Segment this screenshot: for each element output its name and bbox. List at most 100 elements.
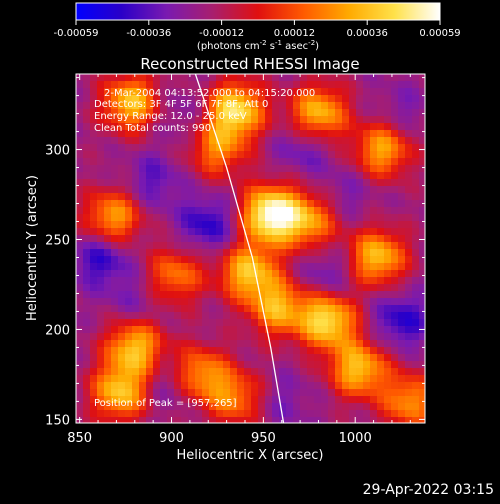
heatmap-cell [230,242,238,250]
heatmap-cell [293,284,301,292]
heatmap-cell [146,284,154,292]
heatmap-cell [258,249,266,257]
heatmap-cell [83,130,91,138]
colorbar: -0.00059 -0.00036 -0.00012 0.00012 0.00036 0.… [54,2,461,52]
heatmap-cell [384,340,392,348]
heatmap-cell [237,228,245,236]
heatmap-cell [286,375,294,383]
heatmap-cell [174,417,182,423]
heatmap-cell [419,368,425,376]
heatmap-cell [174,361,182,369]
heatmap-cell [307,333,315,341]
heatmap-cell [223,277,231,285]
heatmap-cell [118,312,126,320]
heatmap-cell [237,74,245,82]
heatmap-cell [202,326,210,334]
heatmap-cell [181,235,189,243]
heatmap-cell [314,116,322,124]
heatmap-cell [97,179,105,187]
heatmap-cell [195,109,203,117]
heatmap-cell [97,130,105,138]
heatmap-cell [181,340,189,348]
heatmap-cell [76,249,84,257]
heatmap-cell [118,88,126,96]
heatmap-cell [90,74,98,82]
heatmap-cell [398,354,406,362]
heatmap-cell [251,410,259,418]
heatmap-cell [90,116,98,124]
heatmap-cell [342,410,350,418]
heatmap-cell [335,95,343,103]
heatmap-cell [167,277,175,285]
heatmap-cell [181,347,189,355]
heatmap-cell [398,312,406,320]
heatmap-cell [258,319,266,327]
heatmap-cell [307,396,315,404]
heatmap-cell [258,200,266,208]
heatmap-cell [104,361,112,369]
heatmap-cell [118,158,126,166]
heatmap-cell [307,207,315,215]
heatmap-cell [160,193,168,201]
heatmap-cell [132,74,140,82]
heatmap-cell [342,333,350,341]
heatmap-cell [293,235,301,243]
heatmap-cell [209,179,217,187]
heatmap-cell [174,305,182,313]
heatmap-cell [370,305,378,313]
heatmap-cell [328,263,336,271]
heatmap-cell [188,137,196,145]
heatmap-cell [286,361,294,369]
heatmap-cell [125,326,133,334]
heatmap-cell [412,263,420,271]
heatmap-cell [293,333,301,341]
heatmap-cell [412,403,420,411]
heatmap-cell [216,158,224,166]
heatmap-cell [265,256,273,264]
heatmap-cell [223,81,231,89]
heatmap-cell [377,179,385,187]
heatmap-cell [244,368,252,376]
heatmap-cell [216,109,224,117]
heatmap-cell [384,102,392,110]
heatmap-cell [209,200,217,208]
heatmap-cell [279,368,287,376]
heatmap-cell [244,221,252,229]
heatmap-cell [314,88,322,96]
heatmap-cell [398,410,406,418]
heatmap-cell [286,312,294,320]
heatmap-cell [412,214,420,222]
heatmap-cell [251,102,259,110]
heatmap-cell [125,179,133,187]
heatmap-cell [125,95,133,103]
heatmap-cell [335,256,343,264]
heatmap-cell [279,347,287,355]
heatmap-cell [90,347,98,355]
heatmap-cell [398,165,406,173]
heatmap-cell [223,172,231,180]
heatmap-cell [174,270,182,278]
heatmap-cell [272,228,280,236]
heatmap-cell [237,200,245,208]
heatmap-cell [195,382,203,390]
heatmap-cell [160,410,168,418]
heatmap-cell [223,368,231,376]
heatmap-cell [307,151,315,159]
heatmap-cell [307,172,315,180]
heatmap-cell [132,193,140,201]
heatmap-cell [76,396,84,404]
heatmap-cell [146,270,154,278]
heatmap-cell [321,305,329,313]
heatmap-cell [104,116,112,124]
heatmap-cell [174,228,182,236]
heatmap-cell [118,137,126,145]
heatmap-cell [181,221,189,229]
heatmap-cell [216,130,224,138]
heatmap-cell [412,144,420,152]
heatmap-cell [342,95,350,103]
heatmap-cell [300,158,308,166]
heatmap-cell [272,284,280,292]
heatmap-cell [237,151,245,159]
heatmap-cell [111,319,119,327]
heatmap-cell [377,214,385,222]
